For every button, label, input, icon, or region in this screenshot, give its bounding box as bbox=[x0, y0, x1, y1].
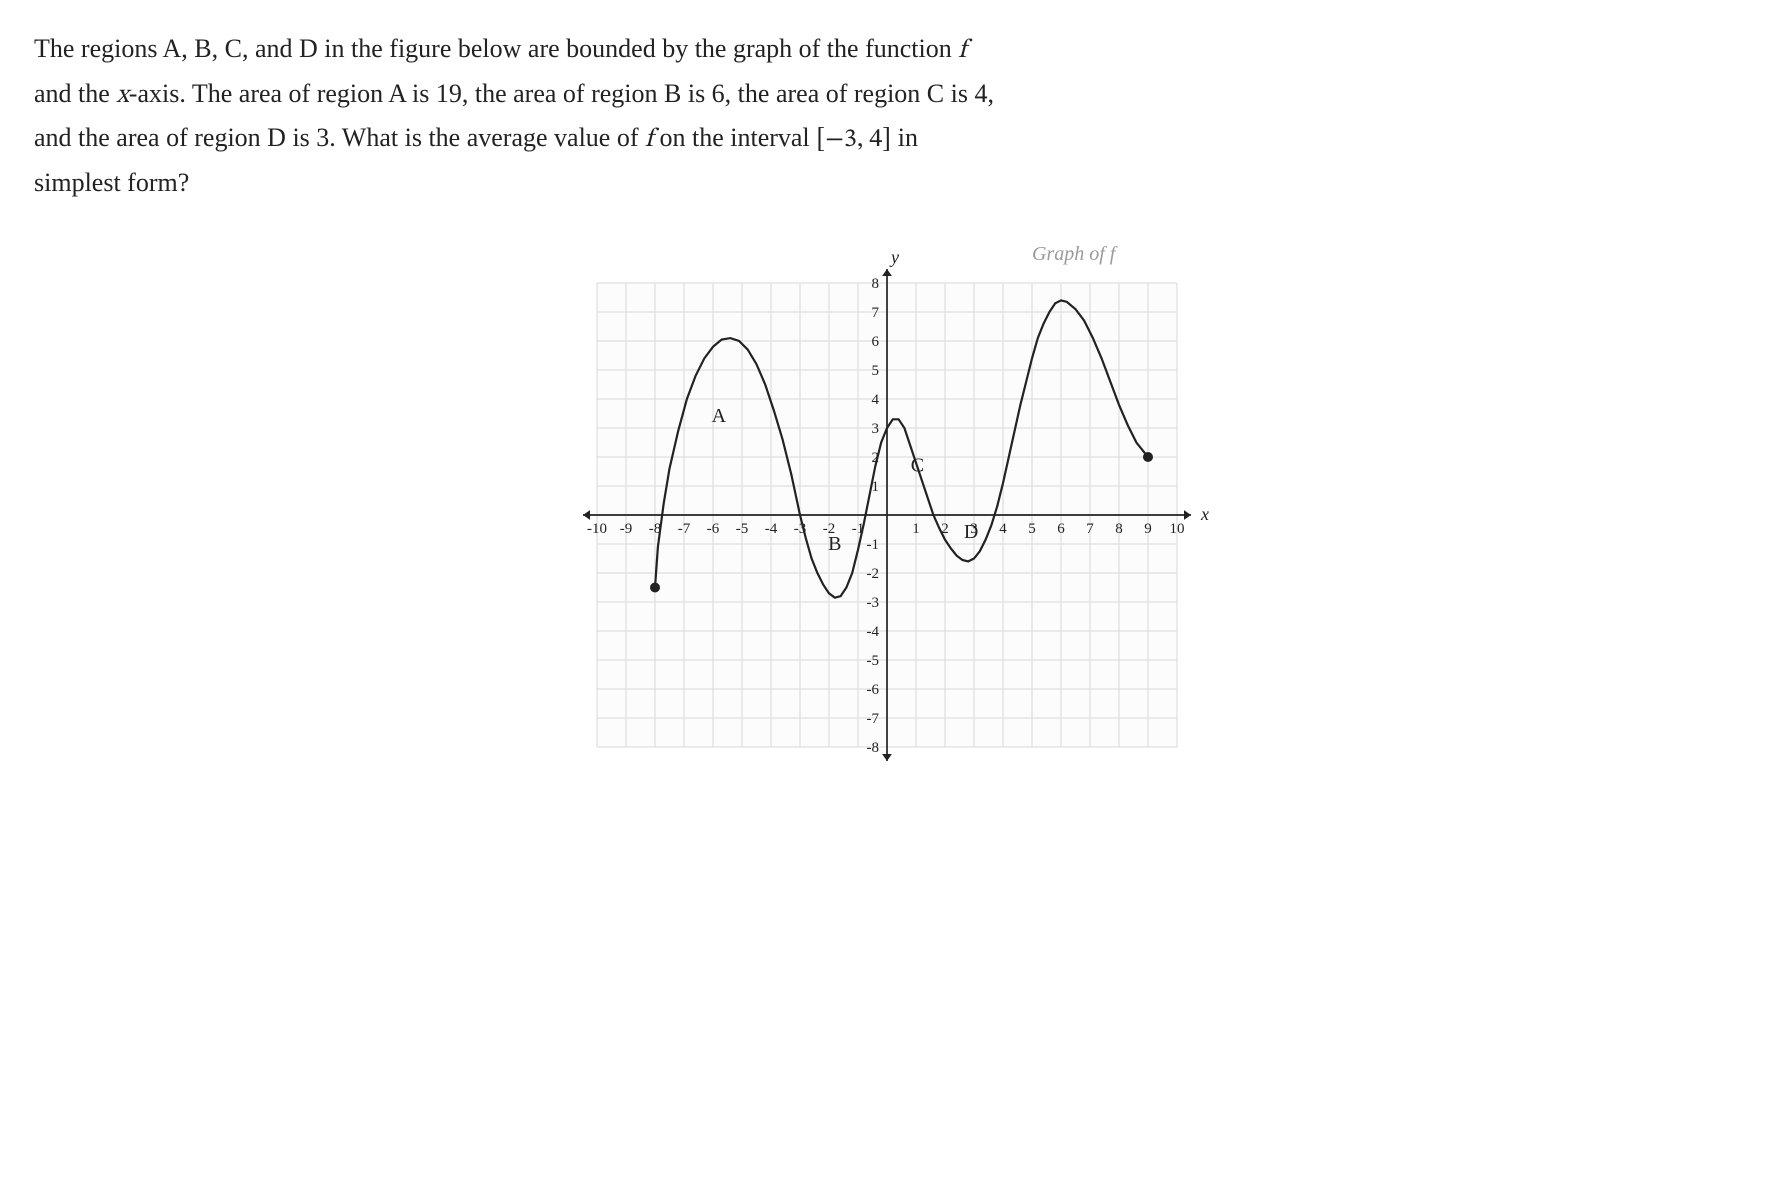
y-tick-label: -4 bbox=[867, 624, 880, 640]
f-symbol-2: f bbox=[645, 127, 653, 153]
x-tick-label: -10 bbox=[587, 521, 607, 537]
axis-arrow-icon bbox=[882, 269, 892, 276]
y-tick-label: -8 bbox=[867, 740, 880, 756]
axis-arrow-icon bbox=[1184, 510, 1191, 520]
y-tick-label: -5 bbox=[867, 653, 880, 669]
x-tick-label: 1 bbox=[912, 521, 920, 537]
q-part-3a: and the area of region D is 3. What is t… bbox=[34, 123, 645, 152]
axis-arrow-icon bbox=[583, 510, 590, 520]
q-part-2b: -axis. The area of region A is 19, the a… bbox=[129, 79, 994, 108]
x-tick-label: -5 bbox=[736, 521, 749, 537]
x-tick-label: 4 bbox=[999, 521, 1007, 537]
x-tick-label: 6 bbox=[1057, 521, 1065, 537]
question-text: The regions A, B, C, and D in the figure… bbox=[34, 28, 1734, 203]
x-tick-label: -9 bbox=[620, 521, 633, 537]
q-part-1: The regions A, B, C, and D in the figure… bbox=[34, 34, 958, 63]
q-part-3c: in bbox=[891, 123, 918, 152]
q-part-3b: on the interval bbox=[653, 123, 816, 152]
region-label: D bbox=[964, 522, 978, 544]
y-tick-label: 3 bbox=[872, 421, 880, 437]
x-tick-label: -4 bbox=[765, 521, 778, 537]
y-tick-label: -6 bbox=[867, 682, 880, 698]
y-tick-label: 8 bbox=[872, 276, 880, 292]
chart-container: -10-9-8-7-6-5-4-3-2-112345678910-8-7-6-5… bbox=[34, 233, 1740, 797]
y-tick-label: 7 bbox=[872, 305, 880, 321]
y-tick-label: -1 bbox=[867, 537, 880, 553]
x-var: x bbox=[116, 83, 128, 109]
x-tick-label: -7 bbox=[678, 521, 691, 537]
region-label: C bbox=[911, 455, 924, 477]
x-tick-label: 7 bbox=[1086, 521, 1094, 537]
y-tick-label: -7 bbox=[867, 711, 880, 727]
interval: [−3, 4] bbox=[816, 127, 891, 153]
x-tick-label: -6 bbox=[707, 521, 720, 537]
region-label: B bbox=[828, 533, 841, 555]
endpoint-dot bbox=[650, 583, 660, 593]
y-tick-label: 5 bbox=[872, 363, 880, 379]
y-tick-label: -3 bbox=[867, 595, 880, 611]
q-part-2a: and the bbox=[34, 79, 116, 108]
graph-of-f-label: Graph of f bbox=[1032, 243, 1118, 265]
y-tick-label: 4 bbox=[872, 392, 880, 408]
x-tick-label: 10 bbox=[1170, 521, 1185, 537]
axis-arrow-icon bbox=[882, 754, 892, 761]
y-tick-label: -2 bbox=[867, 566, 880, 582]
y-tick-label: 6 bbox=[872, 334, 880, 350]
x-axis-label: x bbox=[1200, 504, 1209, 524]
x-tick-label: 9 bbox=[1144, 521, 1152, 537]
q-part-4: simplest form? bbox=[34, 168, 189, 197]
y-axis-label: y bbox=[889, 247, 899, 267]
endpoint-dot bbox=[1143, 452, 1153, 462]
region-label: A bbox=[712, 406, 727, 428]
x-tick-label: 8 bbox=[1115, 521, 1123, 537]
graph-of-f: -10-9-8-7-6-5-4-3-2-112345678910-8-7-6-5… bbox=[537, 233, 1237, 797]
f-symbol-1: f bbox=[958, 38, 966, 64]
x-tick-label: 5 bbox=[1028, 521, 1036, 537]
